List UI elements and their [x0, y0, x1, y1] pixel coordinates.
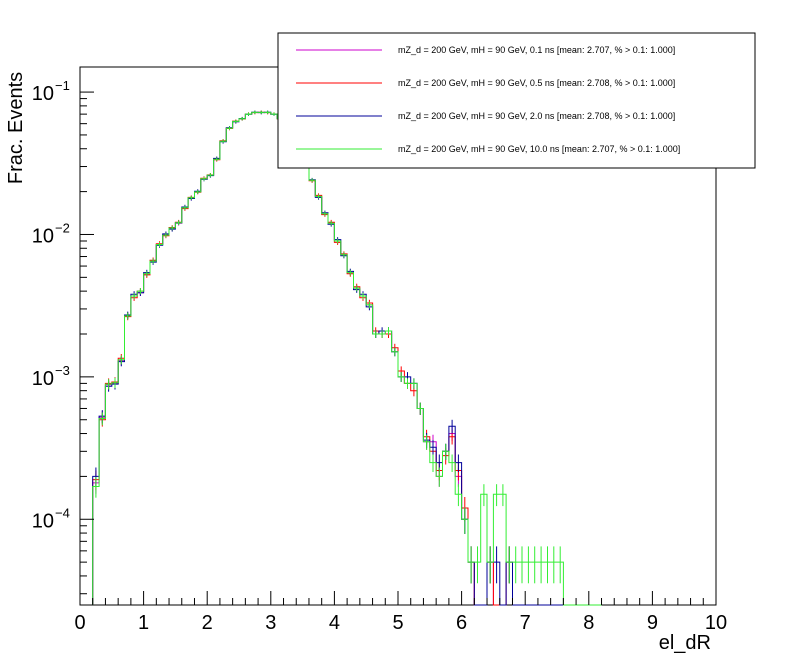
legend-box — [277, 32, 756, 169]
y-tick-label: 10 −4 — [32, 505, 70, 532]
y-axis: 10−110−210−310−4 — [32, 78, 94, 595]
legend-label: mZ_d = 200 GeV, mH = 90 GeV, 0.5 ns [mea… — [398, 78, 675, 88]
x-tick-label: 9 — [647, 612, 658, 634]
y-tick-exponent: −2 — [55, 220, 70, 235]
legend-entry: mZ_d = 200 GeV, mH = 90 GeV, 0.5 ns [mea… — [296, 78, 675, 88]
series-2-line — [92, 111, 602, 606]
series-1 — [92, 110, 602, 606]
series-4 — [92, 110, 602, 606]
legend: mZ_d = 200 GeV, mH = 90 GeV, 0.1 ns [mea… — [277, 32, 756, 169]
y-tick-base: 10 — [32, 225, 54, 247]
legend-entry: mZ_d = 200 GeV, mH = 90 GeV, 2.0 ns [mea… — [296, 111, 675, 121]
legend-entry: mZ_d = 200 GeV, mH = 90 GeV, 0.1 ns [mea… — [296, 45, 675, 55]
x-axis-label: el_dR — [659, 632, 711, 654]
x-tick-label: 5 — [392, 612, 403, 634]
series-3-errors — [95, 110, 510, 584]
y-tick-base: 10 — [32, 368, 54, 390]
x-tick-label: 0 — [74, 612, 85, 634]
y-tick-exponent: −1 — [55, 78, 70, 93]
series-2-errors — [95, 110, 510, 584]
x-tick-label: 6 — [456, 612, 467, 634]
series-layer — [92, 110, 602, 606]
y-tick-label: 10 −1 — [32, 78, 70, 105]
y-tick-label: 10 −3 — [32, 363, 70, 390]
x-tick-label: 10 — [705, 612, 727, 634]
series-3-line — [92, 111, 602, 606]
series-4-line — [92, 111, 602, 606]
x-axis: 0 1 2 3 4 5 6 7 8 9 10 — [74, 591, 727, 634]
y-tick-exponent: −3 — [55, 363, 70, 378]
x-tick-label: 3 — [265, 612, 276, 634]
legend-label: mZ_d = 200 GeV, mH = 90 GeV, 2.0 ns [mea… — [398, 111, 675, 121]
x-tick-label: 4 — [329, 612, 340, 634]
y-tick-base: 10 — [32, 83, 54, 105]
x-tick-label: 2 — [202, 612, 213, 634]
series-3 — [92, 110, 602, 606]
y-tick-label: 10 −2 — [32, 220, 70, 247]
x-tick-label: 1 — [138, 612, 149, 634]
x-tick-label: 8 — [583, 612, 594, 634]
y-tick-exponent: −4 — [55, 505, 70, 520]
x-tick-label: 7 — [520, 612, 531, 634]
y-axis-label: Frac. Events — [5, 72, 27, 184]
y-tick-base: 10 — [32, 510, 54, 532]
legend-entry: mZ_d = 200 GeV, mH = 90 GeV, 10.0 ns [me… — [296, 144, 680, 154]
series-2 — [92, 110, 602, 606]
series-4-errors — [95, 110, 561, 584]
series-1-line — [92, 111, 602, 606]
legend-label: mZ_d = 200 GeV, mH = 90 GeV, 0.1 ns [mea… — [398, 45, 675, 55]
legend-label: mZ_d = 200 GeV, mH = 90 GeV, 10.0 ns [me… — [398, 144, 680, 154]
series-1-errors — [95, 110, 510, 584]
